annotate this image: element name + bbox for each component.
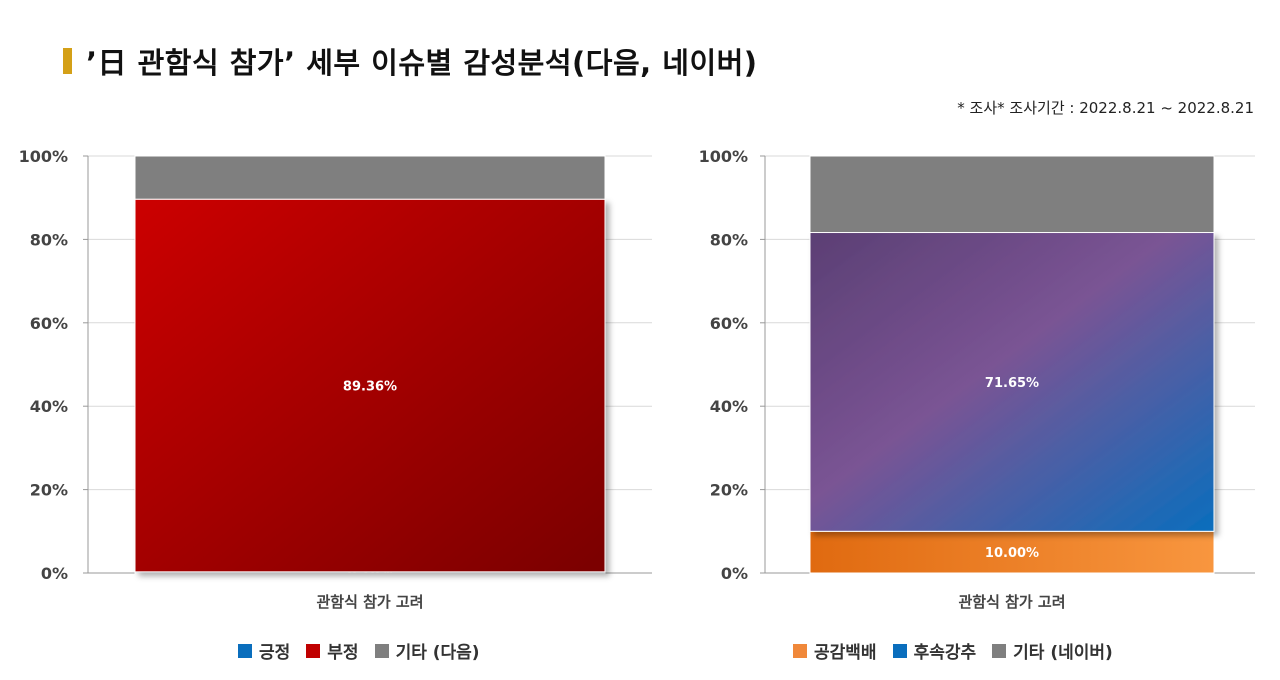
y-tick-label: 20% — [710, 481, 748, 500]
naver-sentiment-chart: 0% 20% 40% 60% 80% 100% 10.00% 71.65% 관함식 참가 고려 — [699, 147, 1255, 611]
y-tick-label: 20% — [30, 481, 68, 500]
legend-label: 기타 (다음) — [395, 643, 480, 663]
legend-label: 공감백배 — [814, 643, 877, 663]
y-tick-label: 100% — [699, 147, 748, 166]
y-tick-label: 100% — [19, 147, 68, 166]
data-label: 89.36% — [343, 380, 397, 395]
legend-label: 후속강추 — [913, 643, 977, 663]
survey-period: * 조사* 조사기간 : 2022.8.21 ~ 2022.8.21 — [957, 99, 1254, 117]
legend-swatch — [374, 643, 389, 658]
legend-item: 후속강추 — [892, 638, 977, 663]
legend-swatch — [238, 643, 252, 658]
daum-legend: 긍정 부정 기타 (다음) — [238, 638, 480, 663]
y-tick-label: 80% — [710, 230, 748, 249]
y-tick-label: 80% — [30, 230, 68, 249]
legend-swatch — [306, 643, 321, 658]
legend-label: 부정 — [327, 643, 359, 663]
x-category-label: 관함식 참가 고려 — [316, 593, 423, 611]
legend-item: 공감백배 — [793, 638, 877, 663]
bar-segment-기타 (네이버) — [809, 155, 1215, 234]
legend-item: 긍정 — [238, 638, 290, 663]
legend-swatch — [892, 643, 907, 658]
y-tick-label: 60% — [710, 314, 748, 333]
bar-segment-공감백배 — [809, 530, 1215, 574]
y-tick-label: 40% — [30, 397, 68, 416]
legend-swatch — [992, 643, 1007, 658]
legend-swatch — [793, 643, 807, 658]
data-label: 71.65% — [985, 376, 1039, 391]
y-tick-label: 0% — [721, 564, 748, 583]
x-category-label: 관함식 참가 고려 — [958, 593, 1065, 611]
daum-sentiment-chart: 0%20%40%60%80%100%0.28%89.36%관함식 참가 고려 — [19, 147, 652, 611]
legend-label: 긍정 — [259, 643, 291, 663]
legend-item: 기타 (네이버) — [992, 638, 1113, 663]
legend-item: 기타 (다음) — [374, 638, 480, 663]
bar-segment-부정 — [134, 198, 606, 573]
naver-legend: 공감백배 후속강추 기타 (네이버) — [793, 638, 1113, 663]
page-title: ’日 관함식 참가’ 세부 이슈별 감성분석(다음, 네이버) — [86, 46, 758, 80]
y-tick-label: 40% — [710, 397, 748, 416]
legend-label: 기타 (네이버) — [1013, 643, 1113, 663]
title-accent-bar — [63, 48, 72, 74]
y-tick-label: 60% — [30, 314, 68, 333]
data-label: 10.00% — [985, 546, 1039, 561]
bar-segment-기타 (다음) — [134, 155, 606, 200]
legend-item: 부정 — [306, 638, 359, 663]
y-tick-label: 0% — [41, 564, 68, 583]
